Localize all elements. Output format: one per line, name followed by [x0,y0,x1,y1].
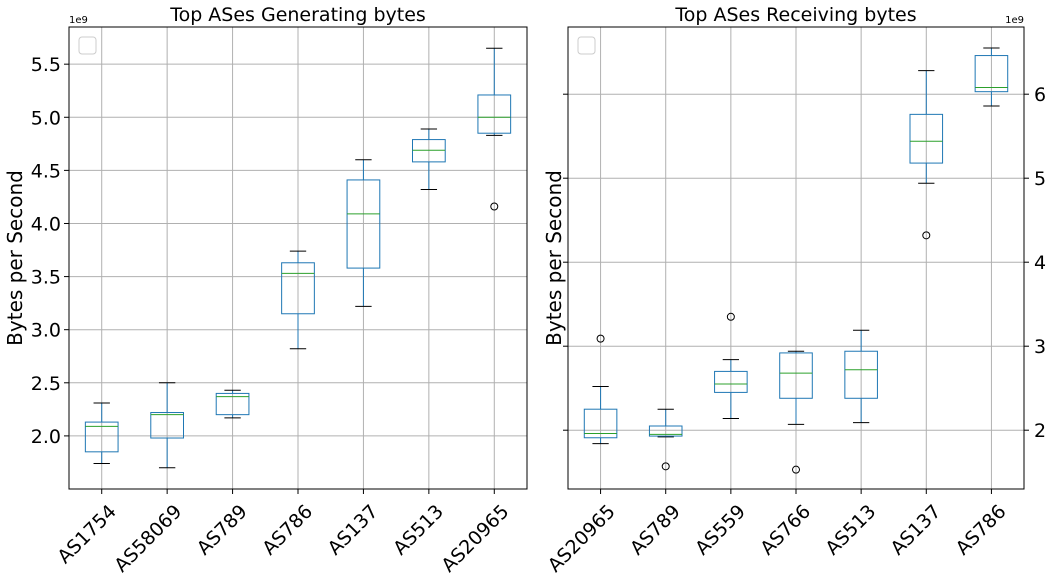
box-AS513 [412,128,446,190]
x-tick-label: AS20965 [437,501,513,577]
y-tick-label: 5 [1034,168,1046,190]
outlier-point [792,465,800,474]
box-iqr [477,94,512,134]
x-tick-label: AS1754 [53,501,120,568]
y-tick-label: 2.5 [31,373,61,395]
box-iqr [974,55,1009,93]
chart-title: Top ASes Generating bytes [169,4,426,26]
x-tick-label: AS58069 [110,501,186,577]
box-iqr [346,179,381,269]
box-AS58069 [150,382,185,469]
box-iqr [84,421,119,453]
outlier-point [661,462,670,471]
x-tick-label: AS137 [324,501,383,560]
chart-panel-1: Top ASes Generating bytes 2.0 2.5 3.0 3.5 4.0… [3,4,528,577]
y-tick-label: 4.5 [31,160,61,182]
box-iqr [844,350,878,399]
box-AS766 [779,350,813,474]
y-tick-label: 3 [1034,336,1046,358]
box-AS20965 [477,47,512,211]
x-tick-label: AS786 [952,501,1011,560]
x-tick-label: AS513 [821,501,880,560]
box-AS789 [648,408,683,471]
y-offset-label: 1e9 [1005,15,1024,26]
y-tick-label: 2 [1034,420,1046,442]
y-tick-label: 6 [1034,84,1046,106]
y-tick-label: 3.5 [31,267,61,289]
outlier-point [726,312,735,321]
outlier-point [922,231,931,240]
box-iqr [215,392,250,416]
y-tick-label: 3.0 [31,320,61,342]
box-iqr [714,370,748,393]
x-tick-label: AS789 [193,501,252,560]
box-AS1754 [84,402,119,465]
box-AS20965 [583,334,618,445]
chart-title: Top ASes Receiving bytes [674,4,916,26]
box-AS513 [844,329,878,424]
box-iqr [648,425,683,437]
x-tick-label: AS786 [258,501,317,560]
y-tick-label: 2.0 [31,426,61,448]
legend-box [577,36,596,55]
y-offset-label: 1e9 [69,15,88,26]
box-AS137 [909,70,944,240]
x-tick-label: AS20965 [544,501,620,577]
legend-box [78,36,97,55]
box-AS137 [346,159,381,307]
box-iqr [281,262,315,315]
outlier-point [490,202,499,211]
x-tick-label: AS789 [626,501,685,560]
y-tick-label: 4 [1034,252,1046,274]
y-axis-label: Bytes per Second [3,170,27,346]
box-AS786 [974,47,1009,107]
outlier-point [596,334,605,343]
box-AS789 [215,389,250,419]
box-iqr [779,352,813,399]
box-AS559 [714,312,748,419]
y-tick-label: 5.0 [31,107,61,129]
box-iqr [150,412,185,439]
box-iqr [583,408,618,439]
x-tick-label: AS559 [691,501,750,560]
y-tick-label: 4.0 [31,213,61,235]
y-axis-label: Bytes per Second [542,170,566,346]
box-iqr [412,139,446,163]
box-AS786 [281,250,315,350]
x-tick-label: AS513 [389,501,448,560]
x-tick-label: AS766 [756,501,815,560]
y-tick-label: 5.5 [31,54,61,76]
box-iqr [909,113,944,164]
chart-panel-2: Top ASes Receiving bytes 2 3 4 5 6 1e9 Bytes pe… [542,4,1046,577]
x-tick-label: AS137 [887,501,946,560]
